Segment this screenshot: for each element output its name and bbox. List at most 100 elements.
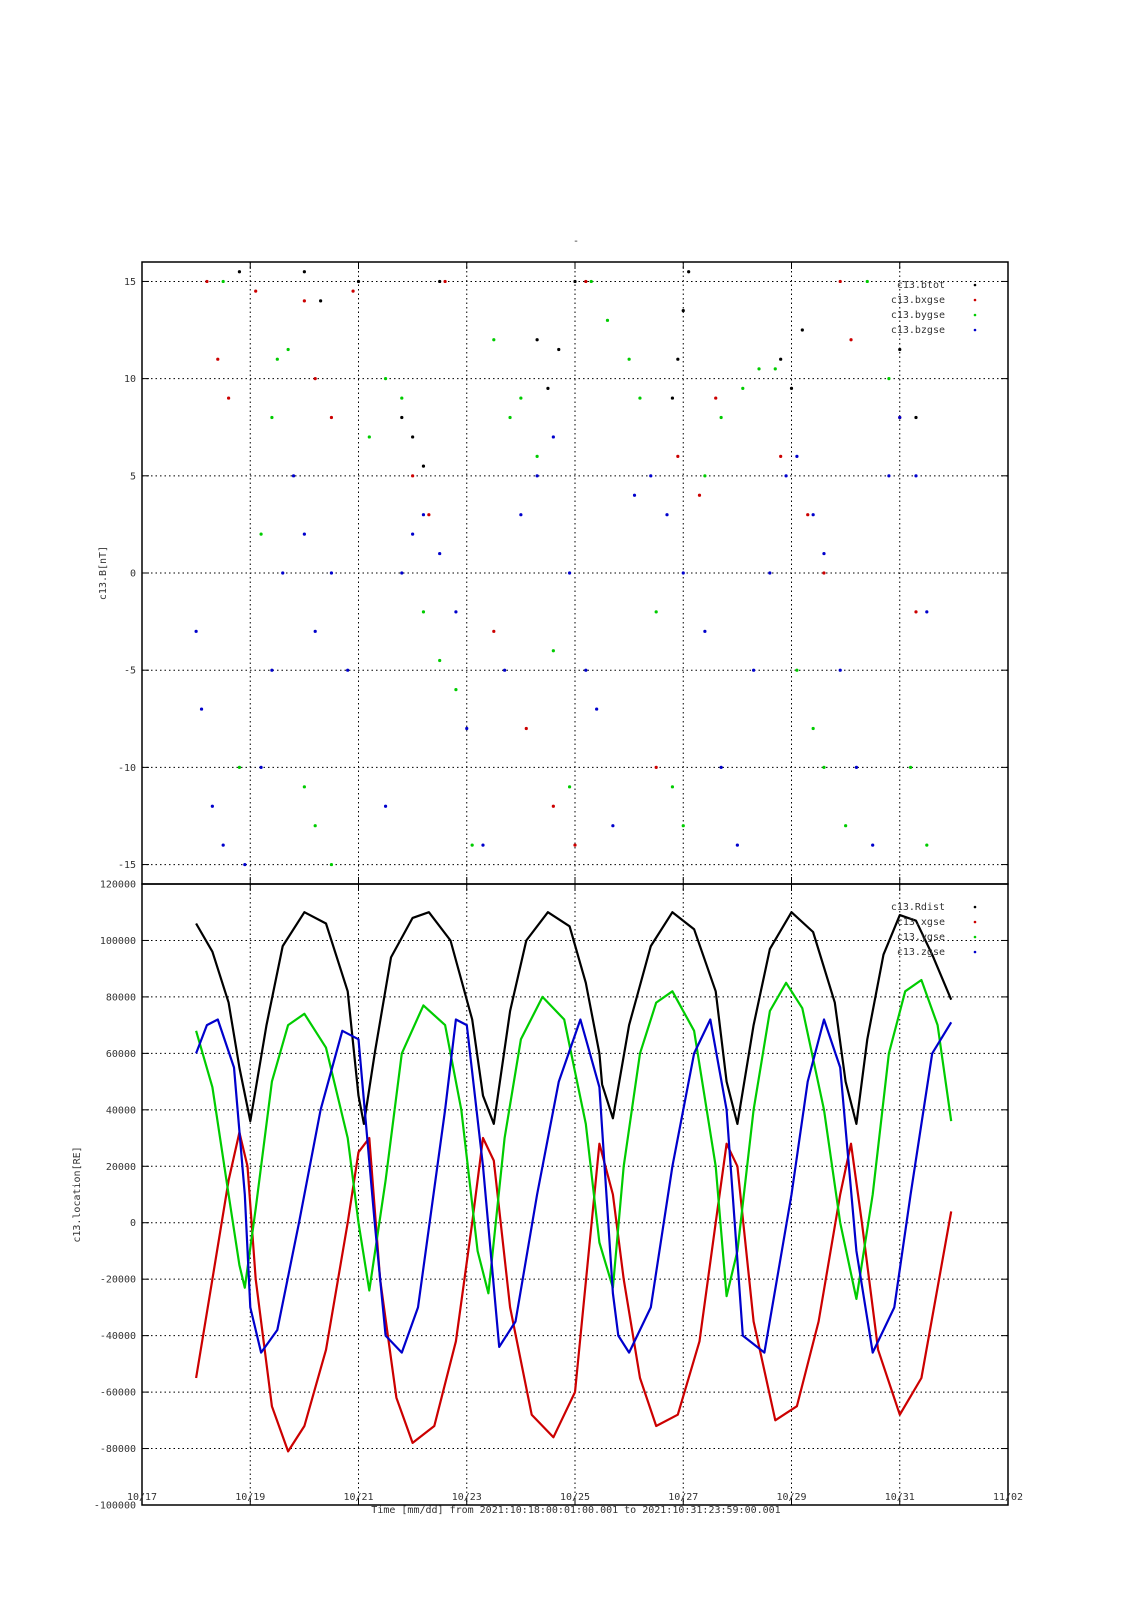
data-point: [302, 785, 306, 789]
data-point: [492, 338, 496, 342]
data-point: [400, 415, 404, 420]
data-point: [849, 338, 853, 342]
data-point: [356, 279, 361, 284]
y-tick-label: 20000: [106, 1162, 136, 1173]
data-point: [605, 318, 610, 322]
data-point: [281, 571, 285, 575]
legend-marker: [973, 920, 977, 924]
data-point: [237, 270, 242, 274]
data-point: [519, 396, 523, 400]
data-point: [221, 843, 225, 847]
data-point: [291, 474, 296, 478]
data-point: [649, 474, 653, 478]
y-tick-label: -100000: [94, 1501, 136, 1512]
data-point: [925, 610, 929, 614]
series-c13-Rdist: [195, 911, 953, 1125]
data-point: [838, 668, 842, 672]
data-point: [524, 726, 528, 731]
legend-label: c13.xgse: [897, 917, 945, 928]
y-tick-label: 10: [124, 374, 136, 385]
series-line: [195, 1018, 953, 1354]
legend-marker: [973, 313, 977, 317]
magnetic-field-panel: -15 -10 -5 0 5 10 15 c13.B[nT] c13.btot c13.bxgse…: [98, 261, 1009, 885]
data-point: [351, 289, 355, 293]
y-tick-label: 0: [130, 569, 136, 580]
data-point: [519, 513, 523, 517]
data-point: [573, 279, 577, 284]
data-point: [632, 493, 637, 497]
data-point: [567, 785, 572, 789]
data-point: [822, 765, 826, 769]
data-point: [465, 726, 469, 731]
data-point: [665, 513, 669, 517]
data-point: [367, 435, 371, 439]
series-c13-bygse: [221, 279, 929, 867]
y-axis-label: c13.B[nT]: [98, 546, 109, 600]
data-point: [329, 862, 334, 867]
data-point: [735, 843, 739, 847]
data-point: [254, 289, 258, 293]
data-point: [551, 649, 555, 653]
legend-label: c13.Rdist: [891, 902, 945, 913]
data-point: [259, 532, 263, 536]
data-point: [454, 610, 458, 614]
data-point: [199, 707, 204, 711]
data-point: [438, 658, 442, 663]
data-point: [914, 610, 918, 614]
data-point: [221, 279, 225, 284]
data-point: [535, 474, 539, 478]
data-point: [421, 610, 426, 614]
data-point: [275, 357, 279, 361]
y-tick-label: -10: [118, 763, 136, 774]
series-line: [195, 1131, 953, 1453]
legend-marker: [973, 905, 977, 909]
x-tick-label: 10/31: [885, 1492, 915, 1503]
data-point: [584, 279, 588, 284]
y-tick-label: 15: [124, 277, 136, 288]
data-point: [654, 765, 658, 769]
x-tick-label: 10/17: [127, 1492, 157, 1503]
y-tick-label: 60000: [106, 1049, 136, 1060]
data-point: [492, 629, 496, 633]
series-c13-btot: [237, 270, 918, 468]
data-point: [329, 571, 334, 575]
data-point: [871, 843, 875, 847]
series-c13-xgse: [195, 1131, 953, 1453]
data-point: [757, 367, 761, 371]
legend-marker: [973, 283, 977, 287]
x-axis-label: Time [mm/dd] from 2021:10:18:00:01:00.00…: [371, 1505, 780, 1516]
data-point: [551, 804, 555, 808]
data-point: [925, 843, 929, 847]
data-point: [703, 629, 707, 633]
data-point: [595, 707, 599, 711]
y-tick-label: -60000: [100, 1388, 136, 1399]
data-point: [329, 415, 334, 420]
data-point: [670, 785, 675, 789]
chart-title: -: [573, 236, 579, 247]
legend-marker: [973, 950, 977, 954]
series-line: [195, 978, 953, 1300]
data-point: [654, 610, 658, 614]
data-point: [427, 513, 431, 517]
series-c13-zgse: [195, 1018, 953, 1354]
data-point: [286, 347, 290, 352]
data-point: [670, 396, 675, 400]
data-point: [557, 347, 561, 352]
data-point: [795, 454, 799, 458]
legend-label: c13.btot: [897, 280, 945, 291]
y-tick-label: -80000: [100, 1444, 136, 1455]
data-point: [411, 435, 415, 439]
data-point: [411, 532, 415, 536]
data-point: [627, 357, 631, 361]
data-point: [454, 688, 458, 692]
data-point: [914, 474, 918, 478]
data-point: [741, 386, 745, 390]
data-point: [865, 279, 869, 284]
y-axis-label: c13.location[RE]: [72, 1146, 83, 1242]
data-point: [703, 474, 707, 478]
plot-area: [194, 270, 929, 867]
data-point: [210, 804, 214, 808]
data-point: [784, 474, 788, 478]
x-tick-label: 10/21: [343, 1492, 373, 1503]
data-point: [481, 843, 485, 847]
